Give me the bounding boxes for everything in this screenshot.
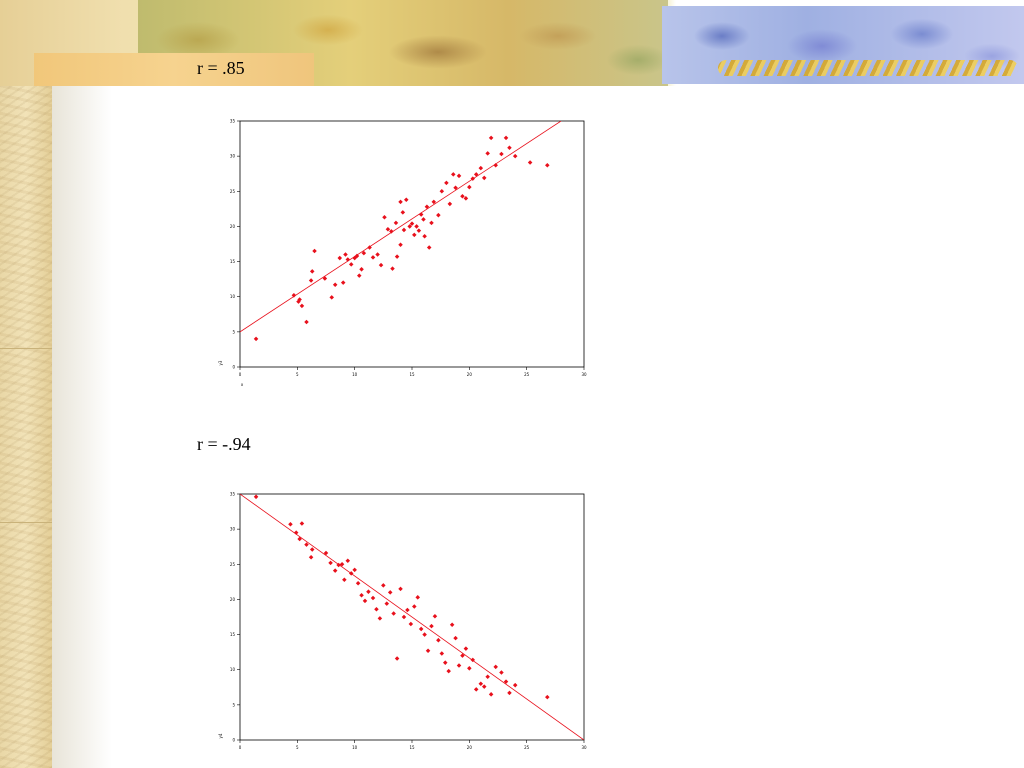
x-tick-label: 10 (352, 745, 358, 750)
data-point (478, 165, 484, 171)
data-point (378, 262, 384, 268)
data-point (304, 542, 309, 547)
data-point (422, 632, 427, 637)
data-point (512, 153, 518, 159)
x-tick-label: 5 (296, 745, 299, 750)
y-tick-label: 15 (230, 259, 236, 264)
data-point (436, 212, 441, 218)
y-tick-label: 25 (230, 562, 236, 567)
y-tick-label: 0 (232, 738, 235, 743)
data-point (425, 648, 431, 653)
data-point (463, 196, 469, 201)
data-point (422, 234, 427, 239)
y-tick-label: 15 (230, 632, 236, 637)
content-shadow (52, 86, 112, 768)
data-point (367, 245, 372, 250)
data-point (429, 220, 434, 226)
data-point (354, 253, 360, 259)
y-tick-label: 20 (230, 597, 236, 602)
data-point (507, 690, 512, 696)
scatter-svg-positive: 0 5 10 15 20 25 30 35 0 5 10 15 20 25 30 y3 x (218, 119, 587, 388)
x-tick-label: 5 (296, 372, 299, 377)
data-point (481, 175, 487, 181)
wheat-decoration (718, 60, 1018, 76)
x-axis-label: x (241, 382, 244, 387)
data-point (337, 255, 343, 261)
x-tick-label: 25 (524, 372, 530, 377)
x-tick-label: 10 (352, 372, 358, 377)
data-point (481, 684, 487, 689)
data-point (308, 554, 314, 560)
data-point (345, 257, 351, 262)
y-tick-label: 20 (230, 224, 236, 229)
fit-line (240, 494, 584, 740)
data-point (431, 199, 437, 205)
data-point (393, 220, 399, 226)
parchment-side-strip (0, 0, 52, 768)
data-point (426, 245, 432, 250)
x-tick-label: 20 (467, 745, 473, 750)
data-point (478, 681, 484, 687)
x-tick-label: 0 (239, 372, 242, 377)
data-point (340, 280, 346, 285)
data-point (356, 273, 362, 278)
data-point (439, 189, 445, 194)
data-point (389, 229, 394, 234)
data-point (345, 558, 351, 564)
data-point (436, 637, 441, 643)
data-point (359, 267, 364, 272)
y-tick-label: 5 (232, 702, 235, 707)
y-tick-label: 25 (230, 189, 236, 194)
correlation-label-bottom: r = -.94 (197, 434, 251, 454)
data-point (352, 567, 357, 573)
x-tick-label: 25 (524, 745, 530, 750)
title-bar (34, 53, 314, 86)
y-axis-label: y4 (218, 733, 223, 738)
data-point (362, 598, 368, 604)
x-tick-label: 15 (409, 372, 415, 377)
data-point (390, 266, 395, 271)
data-point (394, 254, 400, 259)
x-tick-label: 30 (581, 745, 587, 750)
scatter-plot-positive: 0 5 10 15 20 25 30 35 0 5 10 15 20 25 30 y3 x (212, 112, 592, 404)
strip-seam (0, 522, 52, 523)
data-point (343, 252, 348, 257)
data-point (382, 215, 387, 220)
scatter-plot-negative: 0 5 10 15 20 25 30 35 0 5 10 15 20 25 30 y4 (212, 484, 592, 764)
scatter-svg-negative: 0 5 10 15 20 25 30 35 0 5 10 15 20 25 30 y4 (218, 492, 587, 751)
strip-seam (0, 348, 52, 349)
y-tick-label: 0 (232, 365, 235, 370)
plot-frame (239, 120, 585, 368)
y-tick-label: 10 (230, 667, 236, 672)
y-tick-label: 30 (230, 527, 236, 532)
data-point (408, 621, 414, 627)
data-point (366, 589, 371, 594)
x-tick-label: 20 (467, 372, 473, 377)
x-tick-label: 0 (239, 745, 242, 750)
y-tick-label: 5 (232, 329, 235, 334)
y-tick-label: 35 (230, 119, 236, 124)
data-point (394, 656, 400, 661)
y-tick-label: 10 (230, 294, 236, 299)
data-point (398, 199, 403, 205)
x-tick-label: 30 (581, 372, 587, 377)
data-point (361, 250, 367, 256)
data-point (370, 255, 376, 260)
data-point (401, 614, 407, 620)
data-point (488, 692, 494, 697)
y-tick-label: 30 (230, 154, 236, 159)
data-point (348, 262, 354, 267)
data-point (456, 663, 462, 668)
data-point (503, 679, 509, 684)
x-tick-label: 15 (409, 745, 415, 750)
y-tick-label: 35 (230, 492, 236, 497)
data-point (405, 607, 410, 613)
correlation-label-top: r = .85 (197, 58, 245, 78)
data-point (348, 571, 354, 576)
y-axis-label: y3 (218, 360, 223, 365)
